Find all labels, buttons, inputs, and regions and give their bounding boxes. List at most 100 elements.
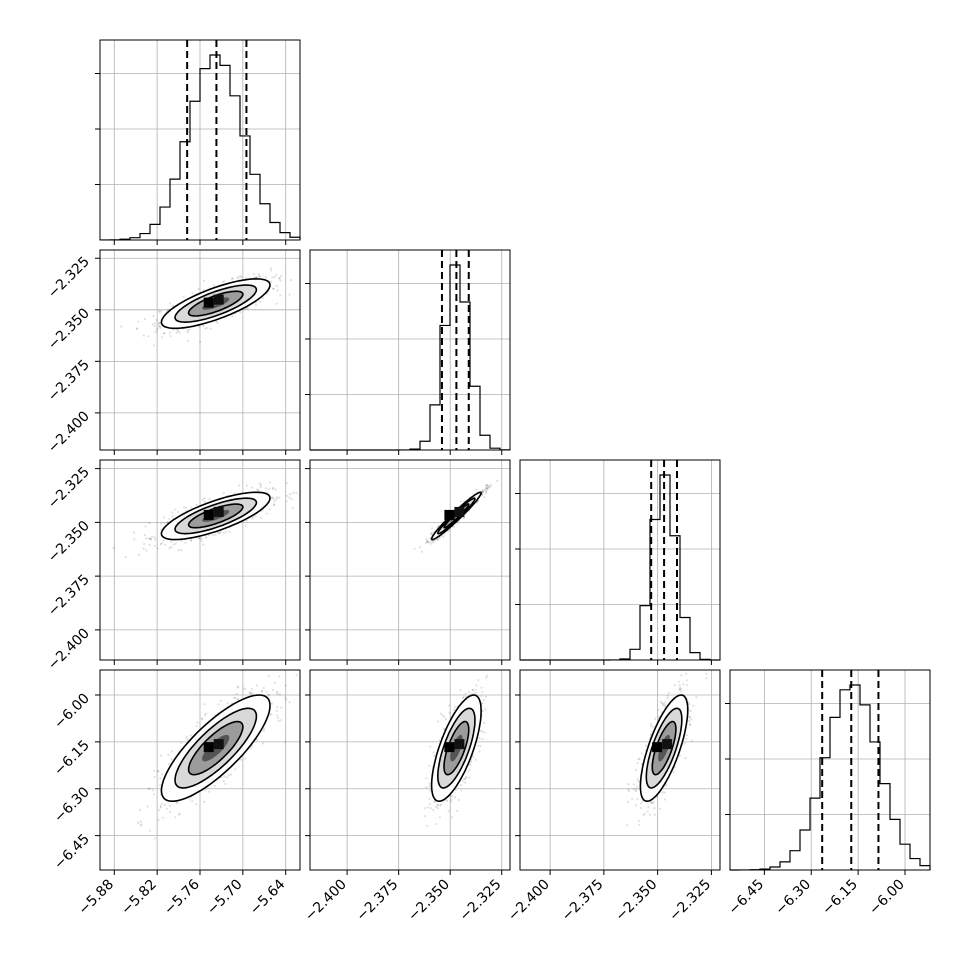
sample-point xyxy=(159,784,162,787)
sample-point xyxy=(214,533,217,536)
sample-point xyxy=(474,758,478,761)
sample-point xyxy=(190,539,193,542)
sample-point xyxy=(137,553,140,556)
scatter-panel-0-2 xyxy=(99,459,301,661)
sample-point xyxy=(208,790,211,793)
sample-point xyxy=(149,537,152,540)
sample-point xyxy=(448,711,451,715)
sample-point xyxy=(180,539,183,542)
sample-point xyxy=(275,498,278,501)
contour-line-0-0-1 xyxy=(160,278,271,330)
sample-point xyxy=(662,702,665,705)
sample-point xyxy=(430,540,433,543)
sample-point xyxy=(203,497,206,500)
sample-point xyxy=(684,757,687,760)
sample-point xyxy=(233,696,236,700)
sample-point xyxy=(162,332,166,335)
sample-point xyxy=(489,485,492,488)
sample-point xyxy=(479,729,483,732)
sample-point xyxy=(436,537,439,541)
sample-point xyxy=(425,540,429,543)
sample-point xyxy=(439,804,442,807)
sample-point xyxy=(218,532,221,535)
contour-line-2-0-1 xyxy=(187,290,244,317)
sample-point xyxy=(485,484,488,487)
sample-point xyxy=(195,503,198,507)
sample-point xyxy=(184,541,187,544)
sample-point xyxy=(245,519,248,522)
sample-point xyxy=(238,484,241,487)
sample-point xyxy=(157,819,160,822)
sample-point xyxy=(481,730,484,733)
sample-point xyxy=(483,496,486,499)
sample-point xyxy=(159,777,162,780)
sample-point xyxy=(290,498,293,501)
sample-point xyxy=(232,277,235,280)
sample-point xyxy=(638,757,641,761)
sample-point xyxy=(166,521,169,524)
sample-point xyxy=(462,696,465,700)
sample-point xyxy=(438,739,441,742)
sample-point xyxy=(444,717,448,721)
sample-point xyxy=(425,538,428,541)
sample-point xyxy=(259,516,263,520)
sample-point xyxy=(420,550,423,553)
sample-point xyxy=(481,490,484,493)
sample-point xyxy=(236,686,239,689)
sample-point xyxy=(270,712,273,716)
sample-point xyxy=(436,803,439,806)
sample-point xyxy=(142,547,145,550)
x-tick-label-p0: −5.64 xyxy=(247,876,289,918)
sample-point xyxy=(153,324,157,328)
sample-point xyxy=(159,806,163,809)
sample-point xyxy=(682,683,685,686)
sample-point xyxy=(239,311,242,314)
sample-point xyxy=(272,497,275,500)
sample-point xyxy=(454,706,457,709)
sample-point xyxy=(285,698,288,701)
sample-point xyxy=(202,543,205,546)
sample-point xyxy=(424,542,428,545)
contour-line-1-0-3 xyxy=(174,707,258,789)
sample-point xyxy=(201,498,204,501)
sample-point xyxy=(481,690,484,694)
sample-point xyxy=(243,757,246,760)
x-tick-label-p2: −2.400 xyxy=(505,877,553,925)
x-tick-label-p1: −2.375 xyxy=(354,877,402,925)
sample-point xyxy=(484,708,487,711)
sample-point xyxy=(435,805,438,809)
sample-point xyxy=(486,488,489,491)
sample-point xyxy=(276,690,279,694)
sample-point xyxy=(485,487,488,490)
sample-point xyxy=(426,806,429,809)
sample-point xyxy=(436,720,440,723)
sample-point xyxy=(467,690,471,694)
sample-point xyxy=(269,481,272,484)
sample-point xyxy=(264,487,267,490)
sample-point xyxy=(170,545,173,549)
sample-point xyxy=(485,487,488,490)
sample-point xyxy=(483,721,486,724)
sample-point xyxy=(230,277,233,280)
sample-point xyxy=(190,539,193,542)
sample-point xyxy=(279,294,282,297)
sample-point xyxy=(189,734,192,737)
sample-point xyxy=(695,696,698,699)
sample-point xyxy=(186,331,189,334)
sample-point xyxy=(258,274,261,278)
sample-point xyxy=(627,788,630,791)
sample-point xyxy=(486,486,489,489)
sample-point xyxy=(170,758,173,761)
sample-point xyxy=(159,543,162,546)
sample-point xyxy=(435,823,438,826)
x-tick-label-p1: −2.325 xyxy=(457,877,505,925)
sample-point xyxy=(468,776,471,779)
sample-point xyxy=(228,530,231,534)
density-peak-0-3 xyxy=(213,739,224,750)
sample-point xyxy=(163,332,166,335)
sample-point xyxy=(464,781,467,784)
sample-point xyxy=(446,799,449,803)
sample-point xyxy=(264,276,267,279)
sample-point xyxy=(174,542,177,545)
y-tick-label-p2: −2.400 xyxy=(45,625,93,673)
